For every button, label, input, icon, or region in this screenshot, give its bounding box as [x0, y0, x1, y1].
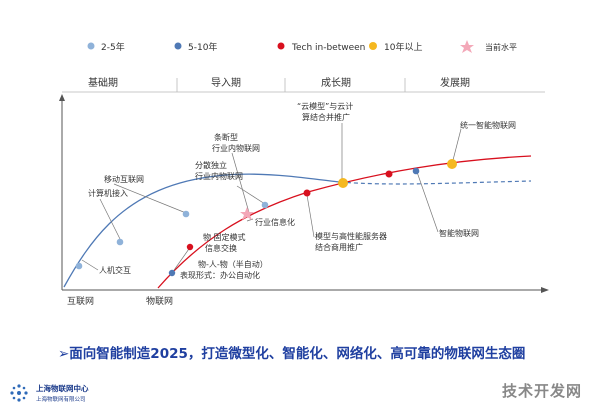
phase-headers: 基础期 导入期 成长期 发展期: [88, 76, 470, 89]
phase-label-growth: 成长期: [321, 77, 351, 89]
annotation-model-2: 结合商用推广: [315, 242, 363, 252]
leader-line: [416, 171, 439, 233]
logo-subtitle: 上海物联网有限公司: [36, 397, 86, 403]
point-split-industry: [261, 201, 269, 209]
annotation-unified: 统一智能物联网: [460, 120, 516, 130]
annotation-smart-iot: 智能物联网: [439, 228, 479, 238]
internet-curve: [63, 173, 341, 288]
legend-dot-10plus: [369, 42, 377, 50]
phase-label-development: 发展期: [440, 76, 470, 89]
legend-label-10plus: 10年以上: [384, 41, 422, 53]
x-label-iot: 物联网: [146, 295, 173, 307]
legend-label-tech: Tech in-between: [291, 43, 365, 53]
phase-label-foundation: 基础期: [88, 76, 118, 89]
annotation-industry-info: 行业信息化: [255, 217, 295, 227]
x-axis-arrow: [541, 287, 549, 293]
leader-line: [171, 245, 192, 274]
annotations: 人机交互 计算机接入 移动互联网 分散独立 行业内物联网 条断型 行业内物联网 …: [67, 101, 516, 307]
legend-dot-2-5: [87, 42, 95, 50]
leader-line: [113, 183, 187, 214]
annotation-local-1: 物 固定模式: [203, 232, 246, 242]
logo-name: 上海物联网中心: [36, 384, 89, 393]
annotation-computer-access: 计算机接入: [88, 188, 128, 198]
leader-line: [306, 194, 315, 238]
leader-lines: [81, 123, 462, 274]
legend-dot-tech: [277, 42, 285, 50]
logo-mark-icon: [10, 384, 28, 402]
y-axis-arrow: [59, 94, 65, 101]
point-hci: [75, 262, 83, 270]
point-things: [168, 269, 176, 277]
axes: [59, 94, 549, 293]
watermark: 技术开发网: [501, 382, 582, 400]
leader-line: [236, 185, 266, 205]
leader-line: [451, 128, 462, 165]
legend-dot-5-10: [174, 42, 182, 50]
phase-separators: [62, 78, 545, 93]
annotation-local-2: 信息交换: [205, 243, 237, 253]
point-smart-iot-red: [385, 170, 393, 178]
logo: 上海物联网中心 上海物联网有限公司: [6, 378, 146, 406]
star-current-level: [240, 207, 254, 220]
point-unified: [447, 159, 457, 169]
annotation-cloud-1: “云模型”与云计: [297, 101, 353, 111]
point-smart-iot: [412, 167, 420, 175]
point-cloud: [338, 178, 348, 188]
annotation-things-1: 物-人-物（半自动）: [198, 259, 268, 269]
annotation-fragment-1: 条断型: [214, 132, 238, 142]
milestone-points: [75, 159, 457, 277]
point-computer-access: [116, 238, 124, 246]
annotation-model-1: 模型与高性能服务器: [315, 231, 387, 241]
x-label-internet: 互联网: [67, 296, 94, 307]
headline: ➢面向智能制造2025，打造微型化、智能化、网络化、高可靠的物联网生态圈: [58, 346, 526, 362]
leader-line: [231, 152, 251, 217]
phase-label-introduction: 导入期: [211, 77, 241, 89]
annotation-things-2: 表现形式：办公自动化: [180, 270, 260, 280]
annotation-cloud-2: 算结合并推广: [302, 112, 350, 122]
leader-line: [99, 198, 122, 242]
leader-line: [81, 259, 99, 271]
legend-label-current: 当前水平: [485, 42, 517, 52]
annotation-hci: 人机交互: [99, 265, 131, 275]
internet-curve-dashed: [339, 180, 532, 185]
point-local: [186, 243, 194, 251]
leader-line: [246, 218, 254, 222]
legend-label-5-10: 5-10年: [188, 41, 217, 53]
annotation-mobile-internet: 移动互联网: [104, 174, 144, 184]
legend-label-2-5: 2-5年: [101, 41, 125, 53]
annotation-fragment-2: 行业内物联网: [212, 143, 260, 153]
annotation-split-1: 分散独立: [195, 160, 227, 170]
point-mobile-internet: [182, 210, 190, 218]
point-model-server: [303, 189, 311, 197]
legend: 2-5年 5-10年 Tech in-between 10年以上 当前水平: [87, 40, 517, 53]
legend-star-current: [460, 40, 474, 53]
annotation-split-2: 行业内物联网: [195, 171, 243, 181]
